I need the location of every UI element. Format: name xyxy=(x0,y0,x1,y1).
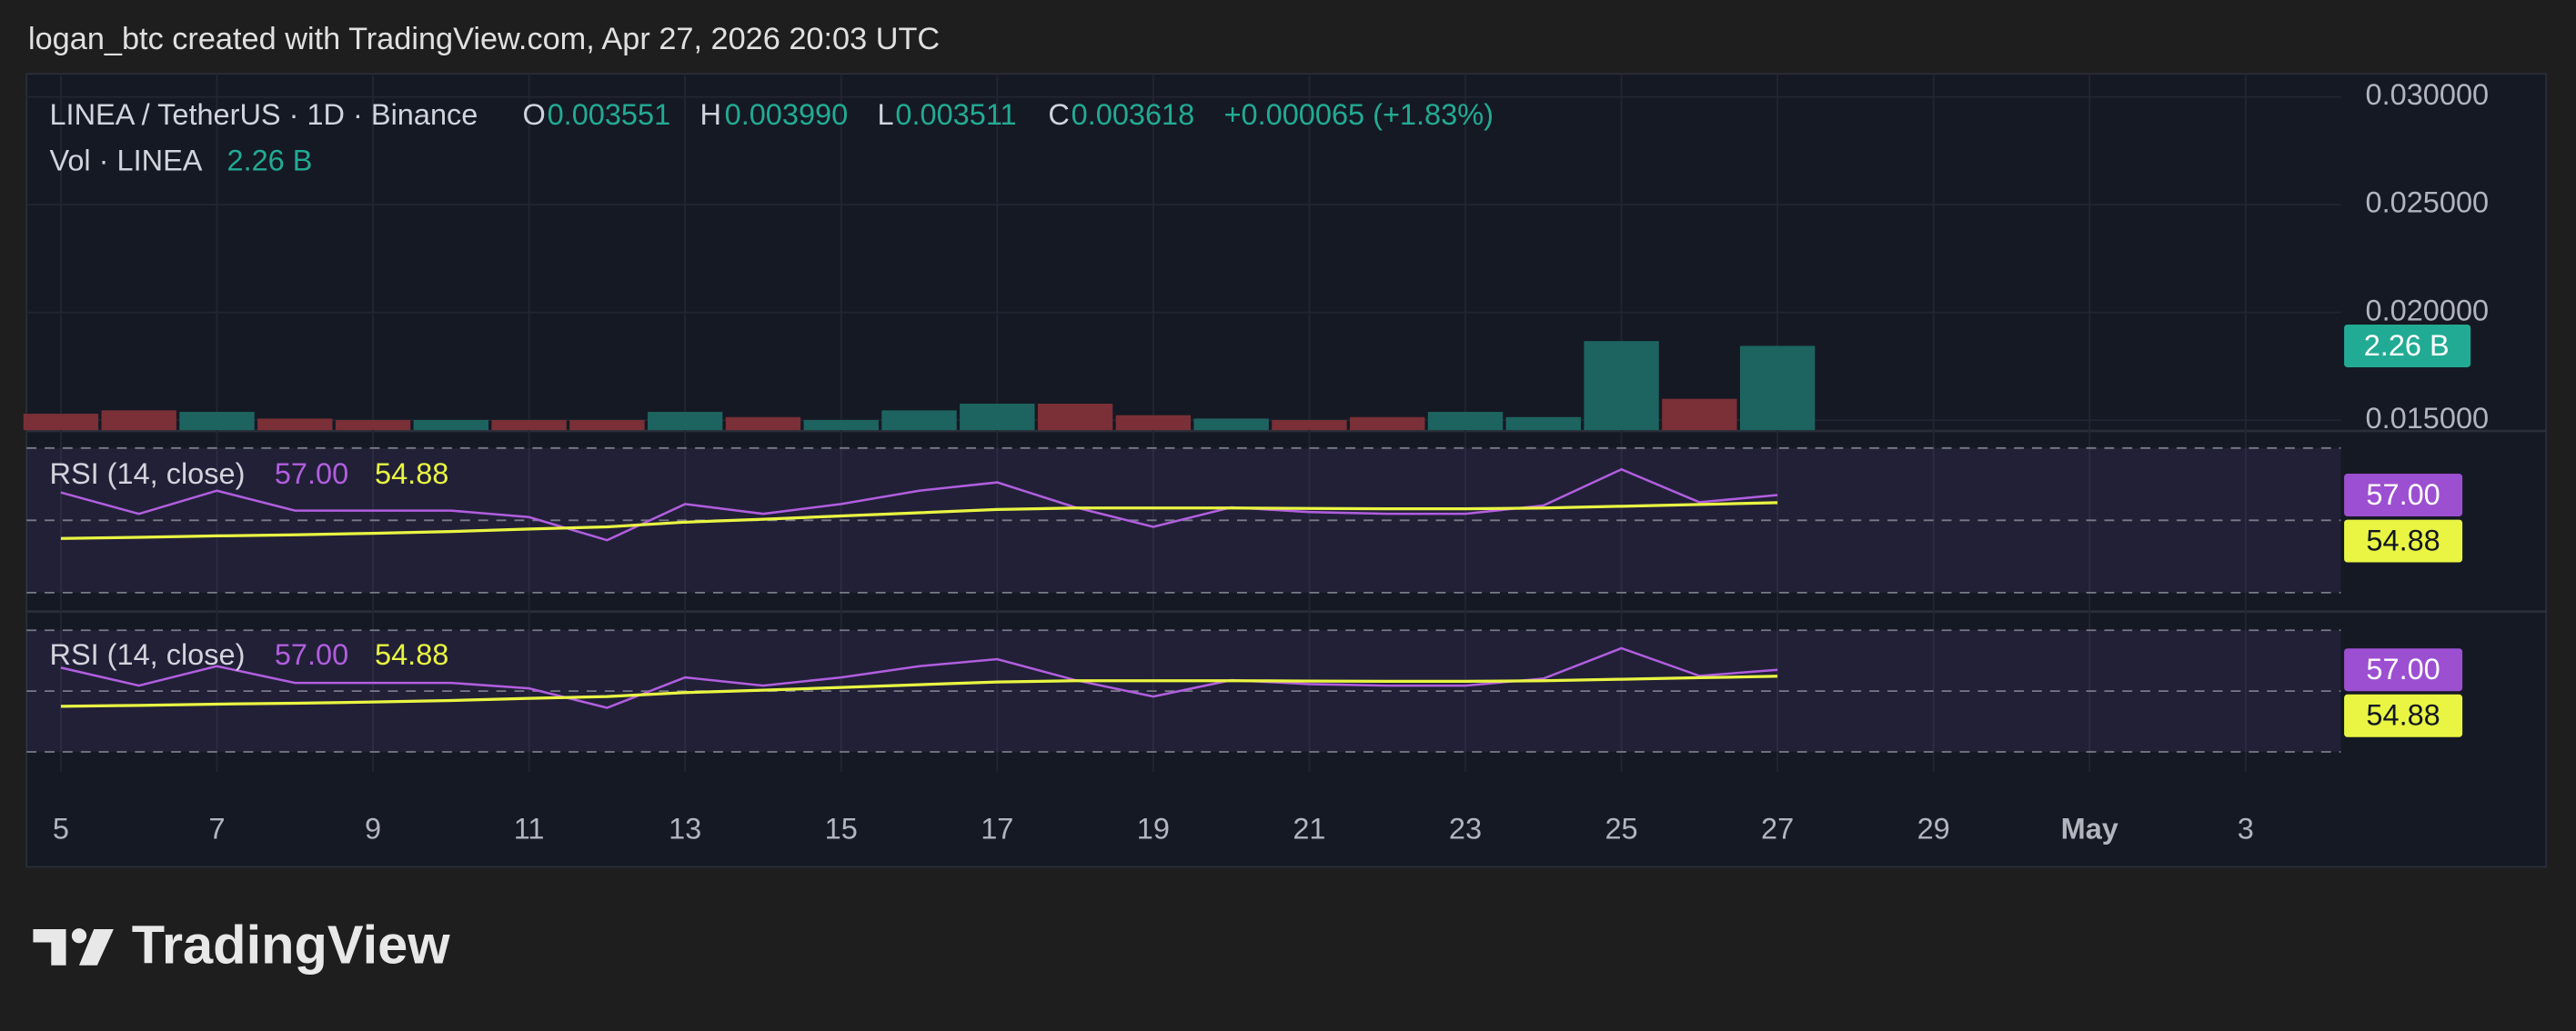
y-tick-label: 0.015000 xyxy=(2366,402,2490,435)
x-tick-label: 17 xyxy=(981,812,1013,845)
value-tag xyxy=(2344,519,2463,563)
close: 0.003618 xyxy=(1072,98,1195,131)
volume-bar xyxy=(1193,418,1269,431)
volume-bar xyxy=(1037,404,1113,431)
rsi-value: 57.00 xyxy=(275,638,348,671)
attribution: logan_btc created with TradingView.com, … xyxy=(28,22,940,56)
x-tick-label: 11 xyxy=(514,812,545,845)
symbol: LINEA / TetherUS · 1D · Binance xyxy=(49,98,478,131)
volume-bar xyxy=(1505,416,1581,431)
volume-bar xyxy=(1427,412,1504,431)
volume-bar xyxy=(648,412,723,431)
volume-bar xyxy=(335,420,411,431)
volume-bar xyxy=(491,420,567,431)
rsi-line xyxy=(60,467,1778,542)
volume-bar xyxy=(803,420,879,431)
volume-bar xyxy=(1115,415,1192,431)
value-tag-label: 54.88 xyxy=(2366,699,2440,732)
volume-bar xyxy=(569,420,645,431)
close-label: C xyxy=(1048,98,1069,131)
value-tag xyxy=(2344,694,2463,737)
high-label: H xyxy=(700,98,721,131)
rsi-ma-value: 54.88 xyxy=(375,638,448,671)
volume-bar xyxy=(960,404,1035,431)
x-tick-label: May xyxy=(2061,812,2118,845)
x-tick-label: 23 xyxy=(1449,812,1482,845)
x-tick-label: 29 xyxy=(1917,812,1950,845)
rsi-value: 57.00 xyxy=(275,457,348,490)
volume-tag-label: 2.26 B xyxy=(2364,329,2450,362)
chart-frame xyxy=(25,73,2548,868)
x-tick-label: 3 xyxy=(2238,812,2254,845)
low-label: L xyxy=(878,98,894,131)
value-tag-label: 57.00 xyxy=(2366,653,2440,686)
y-tick-label: 0.030000 xyxy=(2366,78,2490,111)
rsi-ma-value: 54.88 xyxy=(375,457,448,490)
volume-bar xyxy=(725,416,801,431)
volume-bar xyxy=(1739,345,1816,431)
volume-bar xyxy=(881,410,957,431)
x-tick-label: 21 xyxy=(1293,812,1325,845)
volume-bar xyxy=(1272,420,1347,431)
x-tick-label: 19 xyxy=(1137,812,1170,845)
high: 0.003990 xyxy=(725,98,849,131)
logo-icon xyxy=(71,928,87,944)
x-tick-label: 25 xyxy=(1605,812,1637,845)
volume-value: 2.26 B xyxy=(226,144,312,176)
open-label: O xyxy=(523,98,546,131)
y-tick-label: 0.020000 xyxy=(2366,294,2490,326)
logo-icon xyxy=(33,929,66,966)
volume-bar xyxy=(257,418,333,431)
rsi-line xyxy=(60,501,1778,540)
y-tick-label: 0.025000 xyxy=(2366,186,2490,219)
volume-bar xyxy=(23,414,99,431)
volume-bar xyxy=(179,412,255,431)
volume-bar xyxy=(1350,416,1425,431)
x-tick-label: 13 xyxy=(669,812,701,845)
plot: 5 7 9 11 13 15 17 19 21 23 25 27 29 May 3 0.015000 0.020… xyxy=(23,74,2547,845)
rsi-line xyxy=(60,646,1778,709)
volume-bar xyxy=(1662,398,1737,431)
x-tick-label: 7 xyxy=(208,812,225,845)
logo-icon xyxy=(78,929,114,966)
value-tag xyxy=(2344,648,2463,692)
value-tag-label: 54.88 xyxy=(2366,524,2440,556)
rsi-line xyxy=(60,675,1778,708)
x-tick-label: 27 xyxy=(1761,812,1794,845)
volume-label: Vol · LINEA xyxy=(49,144,202,176)
volume-bar xyxy=(413,420,489,431)
logo-text: TradingView xyxy=(132,914,451,975)
legend: LINEA / TetherUS · 1D · Binance O 0.0035… xyxy=(49,98,1493,671)
x-tick-label: 15 xyxy=(825,812,858,845)
x-tick-label: 9 xyxy=(365,812,381,845)
value-tag xyxy=(2344,474,2463,516)
rsi-label: RSI (14, close) xyxy=(49,638,245,671)
change: +0.000065 (+1.83%) xyxy=(1224,98,1494,131)
open: 0.003551 xyxy=(548,98,671,131)
value-tag-label: 57.00 xyxy=(2366,478,2440,511)
x-tick-label: 5 xyxy=(53,812,69,845)
volume-tag xyxy=(2344,324,2471,367)
volume-bar xyxy=(1584,341,1659,431)
footer-logo: TradingView xyxy=(33,914,450,975)
low: 0.003511 xyxy=(895,98,1016,131)
volume-bar xyxy=(101,410,176,431)
rsi-label: RSI (14, close) xyxy=(49,457,245,490)
